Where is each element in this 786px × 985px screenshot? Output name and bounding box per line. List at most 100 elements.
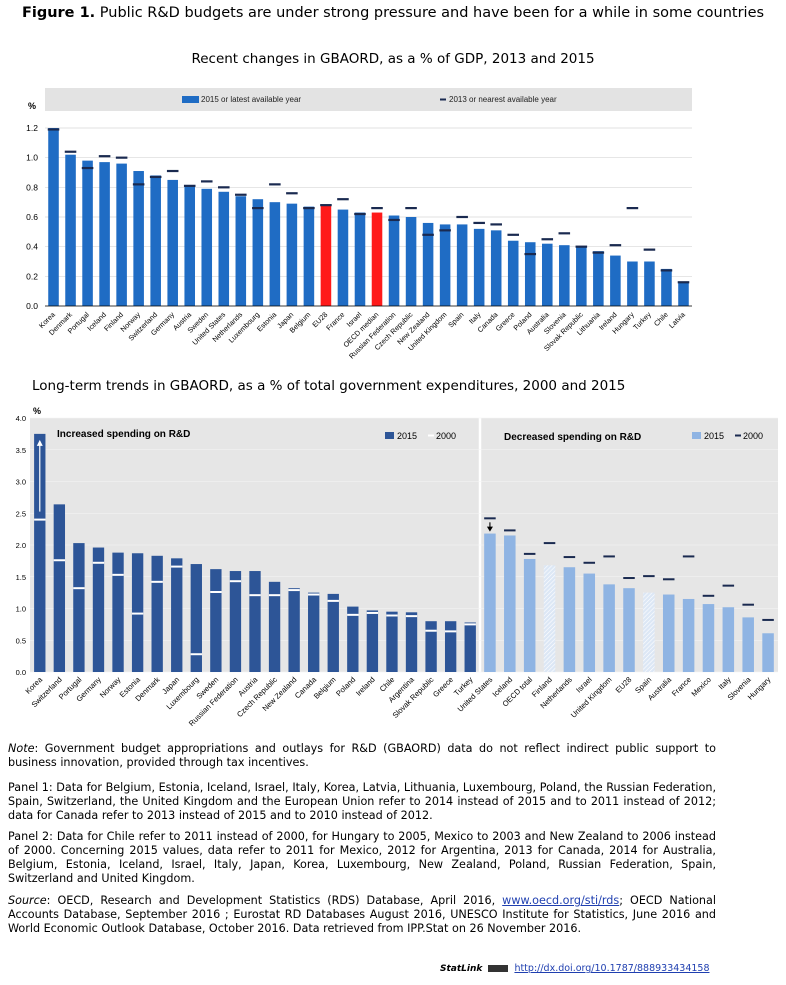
chart1-bar-belgium <box>303 206 315 306</box>
chart1-bar-iceland <box>99 162 110 306</box>
chart2-panel2-bar-finland <box>543 565 556 672</box>
chart2-panel2-bar-united-states <box>484 533 496 672</box>
chart1-bar-canada <box>490 230 502 306</box>
chart2-y-tick: 2.5 <box>16 509 26 518</box>
chart1: 2015 or latest available year 2013 or nea… <box>26 88 692 360</box>
chart1-y-tick: 0.2 <box>26 271 38 281</box>
chart2-panel1-bar-poland <box>347 606 359 672</box>
chart2-panel2-title: Decreased spending on R&D <box>504 432 641 443</box>
chart2-panel1-bar-russian-federation <box>229 571 242 672</box>
chart1-bar-russian-federation <box>388 215 400 306</box>
chart2-panel1-x-label-greece: Greece <box>431 675 455 699</box>
chart2-arrow-down-head <box>486 526 493 532</box>
chart2-y-tick: 0.0 <box>16 668 26 677</box>
chart2-panel1-bar-turkey <box>464 622 476 672</box>
chart2-panel1-bar-portugal <box>73 543 85 672</box>
chart2-panel1-legend-swatch-2015 <box>385 432 394 439</box>
note-text: : Government budget appropriations and o… <box>8 742 716 769</box>
chart2-panel2-bar-australia <box>662 594 675 672</box>
chart2-panel2-legend-label-2000: 2000 <box>743 431 763 441</box>
chart2-panel1-legend-label-2000: 2000 <box>436 431 456 441</box>
chart2-panel1-bar-norway <box>112 552 124 672</box>
note-label: Note <box>8 742 35 755</box>
chart1-title: Recent changes in GBAORD, as a % of GDP,… <box>191 51 595 67</box>
chart1-bar-switzerland <box>150 175 161 306</box>
chart1-y-tick: 0.8 <box>26 182 38 192</box>
chart2-panel2-bar-hungary <box>762 633 774 672</box>
chart1-legend-label-2015: 2015 or latest available year <box>201 95 301 104</box>
chart2-panel2-bar-eu28 <box>623 588 635 672</box>
chart1-bar-finland <box>116 163 127 306</box>
chart1-legend-label-2013: 2013 or nearest available year <box>449 95 557 104</box>
chart2-panel1-bar-luxembourg <box>190 564 202 672</box>
chart1-y-tick: 0.4 <box>26 242 38 252</box>
chart1-bar-korea <box>48 128 59 306</box>
chart1-x-label-greece: Greece <box>494 310 517 333</box>
statlink-url[interactable]: http://dx.doi.org/10.1787/888933434158 <box>514 963 710 974</box>
chart2-panel2-bar-spain <box>643 592 655 672</box>
chart1-legend-box <box>45 88 692 111</box>
chart1-bar-united-states <box>218 191 230 306</box>
source-label: Source <box>8 894 47 907</box>
chart1-bar-turkey <box>644 261 655 306</box>
chart2-panel1-bar-belgium <box>327 593 339 672</box>
chart1-bar-netherlands <box>235 196 247 306</box>
chart2-y-tick: 0.5 <box>16 636 26 645</box>
chart1-x-label-estonia: Estonia <box>255 310 278 333</box>
chart1-bar-lithuania <box>593 251 604 306</box>
source-paragraph: Source: OECD, Research and Development S… <box>8 894 716 936</box>
chart2: 0.0 0.5 1.0 1.5 2.0 2.5 3.0 3.5 4.0% Increased sp… <box>16 406 778 728</box>
chart1-bar-sweden <box>201 188 213 306</box>
chart2-panel2-legend-label-2015: 2015 <box>704 431 724 441</box>
chart2-panel1-bar-chile <box>386 611 398 672</box>
chart1-bar-norway <box>133 171 144 306</box>
chart1-bar-ireland <box>610 255 621 306</box>
chart1-y-tick: 1.2 <box>26 123 38 133</box>
chart1-bar-denmark <box>65 154 76 306</box>
chart1-bar-germany <box>167 179 178 306</box>
chart2-panel1-bar-denmark <box>151 555 163 672</box>
figure-title-text: Public R&D budgets are under strong pres… <box>99 5 765 21</box>
chart1-x-label-latvia: Latvia <box>667 310 687 330</box>
chart2-panel1-bar-korea <box>34 433 46 672</box>
chart2-panel1-bar-sweden <box>210 569 222 672</box>
chart1-bar-poland <box>524 242 536 306</box>
chart1-y-tick: 0.6 <box>26 212 38 222</box>
chart2-panel1-bar-greece <box>444 621 457 672</box>
chart1-bar-united-kingdom <box>439 224 451 306</box>
chart2-panel2-x-label-france: France <box>670 675 693 698</box>
chart2-panel1-bar-czech-republic <box>268 581 281 672</box>
chart1-bar-slovenia <box>559 245 570 306</box>
chart1-bar-slovak-republic <box>576 246 587 306</box>
chart2-panel2-bar-italy <box>722 607 735 672</box>
source-link[interactable]: www.oecd.org/sti/rds <box>502 894 620 907</box>
source-text-2: ; OECD National Accounts Database, Septe… <box>8 894 716 935</box>
chart2-y-tick: 1.5 <box>16 573 26 582</box>
chart2-panel2-x-label-italy: Italy <box>717 675 733 691</box>
chart2-panel1-bar-japan <box>171 558 183 672</box>
chart2-panel1-x-label-poland: Poland <box>334 675 357 698</box>
note-paragraph: Note: Government budget appropriations a… <box>8 742 716 770</box>
chart1-bar-greece <box>507 240 519 306</box>
panel1-note: Panel 1: Data for Belgium, Estonia, Icel… <box>8 781 716 822</box>
chart2-panel1-bar-germany <box>92 547 105 672</box>
chart1-bar-italy <box>473 228 485 306</box>
chart2-panel2-bar-mexico <box>702 604 715 672</box>
chart1-x-label-turkey: Turkey <box>631 310 653 332</box>
chart1-y-tick: 1.0 <box>26 153 38 163</box>
panel2-note: Panel 2: Data for Chile refer to 2011 in… <box>8 830 716 885</box>
chart2-y-tick: 4.0 <box>16 414 26 423</box>
chart2-title: Long-term trends in GBAORD, as a % of to… <box>32 378 626 394</box>
chart2-panel2-bar-slovenia <box>742 617 754 672</box>
chart2-panel1-bar-austria <box>249 571 261 672</box>
chart2-y-tick: 1.0 <box>16 605 26 614</box>
chart1-bar-japan <box>286 203 298 306</box>
chart2-y-tick: 3.0 <box>16 478 26 487</box>
statlink-icon <box>488 965 509 972</box>
chart1-bar-chile <box>661 268 672 306</box>
chart2-panel1-bar-switzerland <box>53 504 66 672</box>
chart1-bar-portugal <box>82 160 93 306</box>
chart1-y-tick: 0.0 <box>26 301 38 311</box>
chart1-legend-swatch-2015 <box>182 96 199 103</box>
chart2-panel2-bar-united-kingdom <box>603 584 615 672</box>
